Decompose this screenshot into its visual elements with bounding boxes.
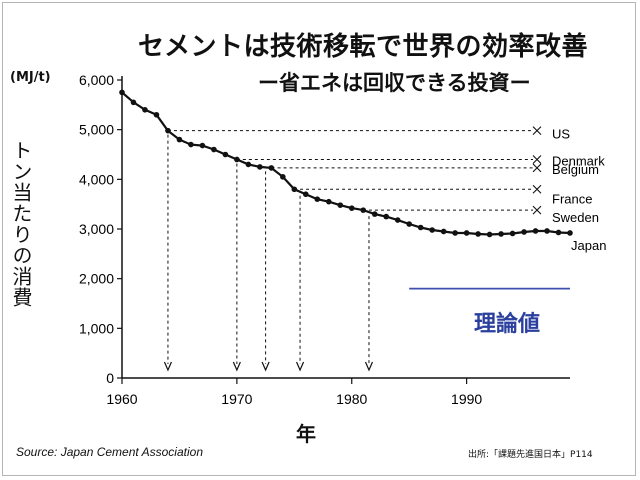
reference-marker-denmark [532,155,542,164]
theoretical-label: 理論値 [474,311,540,336]
reference-marker-france [532,184,542,194]
data-point [245,161,252,168]
reference-label-us: US [552,127,570,142]
data-point [291,186,298,193]
data-point [360,207,367,213]
reference-label-france: France [552,191,592,206]
reference-marker-sweden [532,205,542,215]
data-point [211,146,217,153]
data-point [325,198,332,205]
y-axis-label: トン当たりの消費 [9,140,33,308]
citation-note: 出所:「課題先進国日本」P114 [468,450,593,460]
slide-frame [2,2,636,476]
y-tick-label: 6,000 [79,72,114,88]
data-point [417,224,424,231]
data-point [314,196,321,202]
arrow-head-belgium [261,361,270,372]
data-point [406,221,412,227]
data-point [463,230,470,236]
data-point [222,151,229,158]
x-tick-label: 1970 [221,391,252,407]
data-point [348,205,355,211]
x-tick-label: 1960 [106,391,137,407]
arrow-head-france [296,361,305,372]
data-point [567,230,573,236]
y-tick-label: 0 [106,370,114,386]
series-end-label: Japan [571,238,606,253]
data-point [337,202,344,208]
reference-label-denmark: Denmark [552,153,605,168]
y-axis-unit: (MJ/t) [10,70,51,85]
data-point [153,111,160,118]
data-point [165,127,171,134]
reference-label-belgium: Belgium [552,162,599,177]
chart-subtitle: ー省エネは回収できる投資ー [258,71,531,95]
data-point [199,142,206,149]
data-point [498,231,504,237]
data-point [383,213,390,220]
data-point [521,229,527,235]
data-point [509,230,516,237]
data-point [429,227,435,233]
reference-label-sweden: Sweden [552,210,599,225]
data-point [234,156,240,163]
y-tick-label: 1,000 [79,320,114,336]
reference-marker-us [532,126,542,136]
reference-marker-belgium [532,163,542,173]
data-point [302,191,309,198]
data-point [280,174,286,180]
data-point [176,136,183,143]
data-point [440,228,447,235]
series-line-japan [121,91,571,236]
data-point [257,164,263,170]
data-point [555,229,562,236]
data-point [532,228,539,234]
data-point [142,107,148,113]
data-point [544,228,550,234]
data-point [119,89,125,96]
data-point [268,165,275,171]
y-tick-label: 2,000 [79,271,114,287]
data-point [371,211,378,217]
data-point [394,217,401,223]
x-tick-label: 1980 [336,391,367,407]
y-tick-label: 4,000 [79,171,114,187]
data-point [486,231,493,238]
data-point [475,231,481,237]
x-tick-label: 1990 [451,391,482,407]
y-tick-label: 5,000 [79,122,114,138]
chart-title: セメントは技術移転で世界の効率改善 [138,32,588,62]
source-note: Source: Japan Cement Association [16,445,203,459]
arrow-head-us [163,361,172,372]
arrow-head-denmark [232,361,241,372]
arrow-head-sweden [364,361,374,372]
data-point [130,99,137,106]
y-tick-label: 3,000 [79,221,114,237]
data-point [188,141,194,148]
data-point [452,230,458,236]
x-axis-label: 年 [296,422,316,446]
